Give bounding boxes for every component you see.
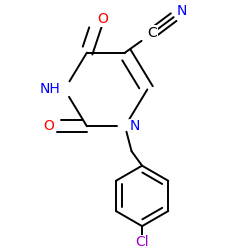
Text: C: C bbox=[148, 26, 158, 40]
Text: N: N bbox=[177, 4, 187, 18]
Text: O: O bbox=[43, 119, 54, 133]
Text: NH: NH bbox=[40, 82, 60, 96]
Text: Cl: Cl bbox=[135, 236, 149, 250]
Text: N: N bbox=[130, 119, 140, 133]
Text: O: O bbox=[97, 12, 108, 26]
